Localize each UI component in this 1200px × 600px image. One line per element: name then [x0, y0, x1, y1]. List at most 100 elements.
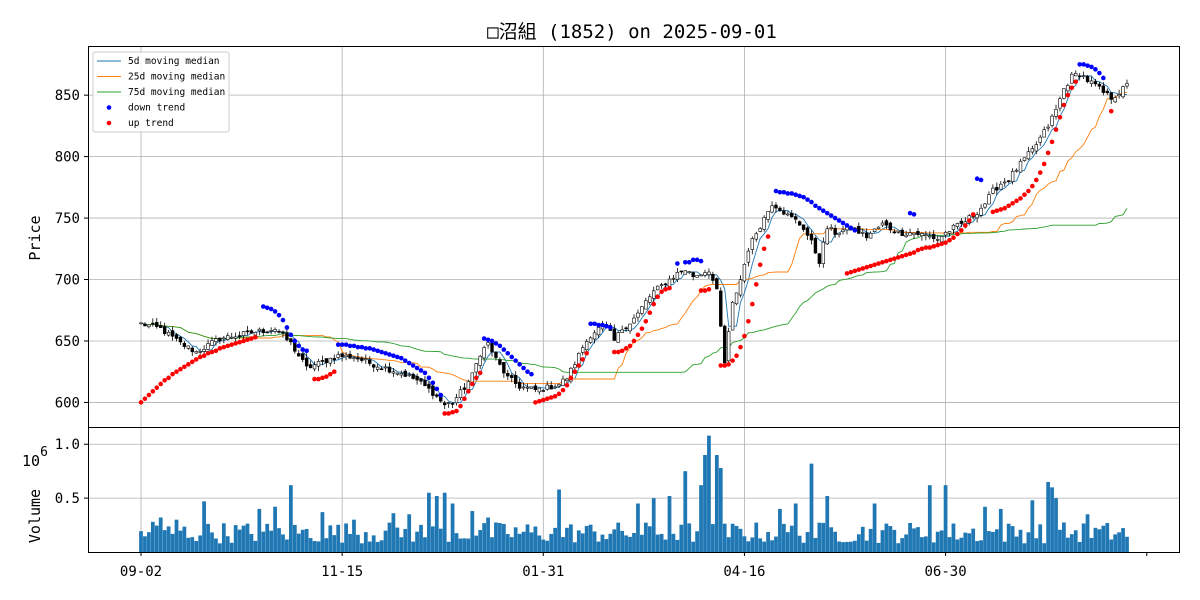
volume-bar [916, 527, 920, 552]
up-trend-marker [611, 349, 617, 355]
candle-down [624, 327, 628, 330]
down-trend-marker [1081, 62, 1086, 67]
candle-up [166, 331, 171, 336]
candle-up [939, 235, 944, 243]
volume-bar [939, 530, 944, 552]
down-trend-marker [375, 348, 380, 354]
volume-bar [841, 542, 845, 552]
volume-bar [730, 523, 735, 552]
candle-up [762, 217, 766, 230]
volume-bar [766, 532, 770, 552]
candle-down [1006, 180, 1011, 182]
candle-up [841, 229, 845, 232]
up-trend-marker [998, 207, 1004, 212]
candle-up [222, 337, 226, 340]
up-trend-marker [1026, 188, 1031, 194]
candle-up [446, 402, 451, 404]
up-trend-marker [907, 251, 913, 257]
volume-bar [991, 531, 995, 552]
volume-bar [758, 538, 763, 552]
volume-bar [561, 537, 565, 552]
volume-scale-label: 106 [22, 445, 48, 470]
volume-bar [288, 485, 293, 552]
candle-up [636, 312, 640, 318]
volume-bar [746, 541, 751, 552]
candle-up [194, 351, 198, 354]
up-trend-marker [556, 391, 562, 397]
candle-up [466, 381, 471, 390]
volume-bar [328, 525, 333, 552]
candle-down [285, 332, 289, 341]
up-trend-marker [462, 396, 467, 402]
volume-bar [202, 501, 206, 552]
volume-bar [1042, 543, 1047, 552]
up-trend-marker [990, 209, 996, 215]
volume-bar [549, 533, 554, 552]
candle-up [1022, 157, 1027, 162]
candle-down [864, 232, 869, 239]
volume-bar [190, 537, 195, 552]
volume-bar [174, 519, 179, 552]
candle-up [943, 231, 948, 236]
volume-bar [628, 536, 632, 552]
volume-bar [987, 531, 991, 552]
price-panel: 600 650 700 750 800 850 Price 5d moving media… [26, 46, 1180, 428]
candle-down [308, 364, 313, 368]
down-trend-marker [1093, 67, 1098, 72]
legend: 5d moving median 25d moving median 75d mov… [92, 51, 230, 133]
volume-bar [1105, 523, 1110, 552]
down-trend-marker [402, 358, 408, 363]
candle-up [671, 277, 676, 280]
candle-up [628, 323, 632, 332]
candle-up [912, 232, 916, 235]
volume-bar [308, 538, 313, 552]
volume-bar [592, 531, 597, 552]
volume-bar [817, 522, 822, 552]
x-tick-label: 01-31 [522, 564, 564, 580]
candle-down [387, 366, 392, 373]
down-trend-marker [438, 392, 444, 398]
up-trend-marker [888, 257, 893, 263]
up-trend-marker [911, 250, 917, 255]
candle-down [379, 368, 384, 371]
up-trend-marker [580, 357, 586, 362]
volume-bar [312, 541, 317, 552]
down-trend-marker [978, 177, 984, 183]
volume-bar [1002, 541, 1007, 552]
candle-down [794, 216, 798, 220]
candle-down [1097, 83, 1102, 87]
candle-down [900, 229, 904, 236]
up-trend-marker [935, 242, 940, 248]
down-trend-marker [280, 317, 286, 323]
volume-bar [872, 503, 877, 552]
candle-up [987, 194, 991, 205]
candle-up [703, 272, 707, 276]
up-trend-marker [178, 366, 183, 372]
volume-bar [194, 541, 199, 552]
up-trend-marker [623, 346, 629, 351]
up-trend-marker [576, 363, 582, 368]
volume-bar [320, 512, 325, 552]
down-trend-marker [588, 321, 593, 327]
down-trend-marker [335, 342, 341, 347]
volume-bar [572, 542, 577, 552]
up-trend-marker [943, 240, 948, 245]
candle-up [991, 187, 995, 194]
down-trend-marker [363, 346, 369, 351]
candle-up [328, 357, 333, 364]
down-trend-marker [426, 375, 432, 381]
volume-bar [407, 514, 412, 552]
volume-bar [1093, 527, 1098, 552]
down-trend-marker [907, 210, 913, 216]
volume-bar [434, 495, 439, 552]
candle-down [462, 387, 467, 390]
candle-down [778, 207, 782, 211]
down-trend-marker [339, 342, 345, 347]
volume-bar [454, 533, 459, 552]
candle-down [442, 402, 447, 406]
candle-down [1109, 92, 1113, 100]
up-trend-marker [1006, 203, 1011, 209]
volume-bar [951, 523, 956, 552]
up-trend-marker [221, 344, 227, 350]
candle-up [1066, 85, 1070, 92]
